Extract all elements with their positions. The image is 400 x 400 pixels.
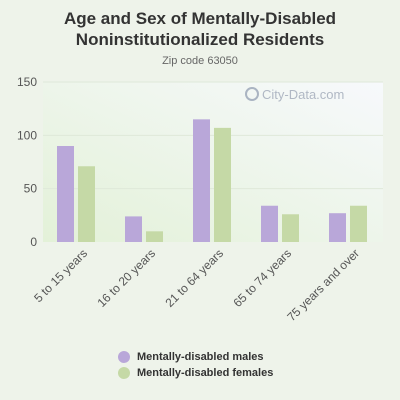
bar-males <box>125 216 142 242</box>
watermark-icon <box>245 87 259 101</box>
legend-item-females: Mentally-disabled females <box>118 365 273 381</box>
y-axis-ticks: 0 50 100 150 <box>17 75 37 249</box>
y-tick-label: 0 <box>30 235 37 249</box>
y-tick-label: 150 <box>17 75 37 89</box>
bar-males <box>261 205 278 242</box>
legend: Mentally-disabled males Mentally-disable… <box>118 349 273 381</box>
chart-title: Age and Sex of Mentally-Disabled Noninst… <box>0 8 400 50</box>
bar-females <box>282 214 299 242</box>
bar-males <box>57 146 74 242</box>
x-tick-label: 5 to 15 years <box>31 246 90 305</box>
bars <box>57 119 367 242</box>
grid-lines <box>43 81 383 190</box>
y-tick-label: 100 <box>17 128 37 142</box>
x-axis-labels: 5 to 15 years 16 to 20 years 21 to 64 year… <box>31 246 362 324</box>
bar-females <box>146 231 163 242</box>
legend-label-females: Mentally-disabled females <box>137 367 274 379</box>
legend-swatch-females <box>118 367 130 379</box>
bar-males <box>329 213 346 242</box>
watermark: City-Data.com <box>245 87 344 102</box>
legend-swatch-males <box>118 351 130 363</box>
bar-females <box>214 127 231 242</box>
chart-subtitle: Zip code 63050 <box>162 55 238 67</box>
watermark-text: City-Data.com <box>262 87 344 102</box>
chart-title-line-1: Age and Sex of Mentally-Disabled <box>63 9 337 28</box>
legend-label-males: Mentally-disabled males <box>137 351 264 363</box>
bar-males <box>193 119 210 242</box>
chart-title-line-2: Noninstitutionalized Residents <box>75 30 325 49</box>
plot-area <box>43 82 383 242</box>
x-tick-label: 16 to 20 years <box>94 246 158 310</box>
bar-females <box>78 166 95 242</box>
legend-item-males: Mentally-disabled males <box>118 349 273 365</box>
x-tick-label: 75 years and over <box>284 246 362 324</box>
x-tick-label: 65 to 74 years <box>230 246 294 310</box>
x-tick-label: 21 to 64 years <box>162 246 226 310</box>
bar-females <box>350 205 367 242</box>
y-tick-label: 50 <box>24 182 38 196</box>
